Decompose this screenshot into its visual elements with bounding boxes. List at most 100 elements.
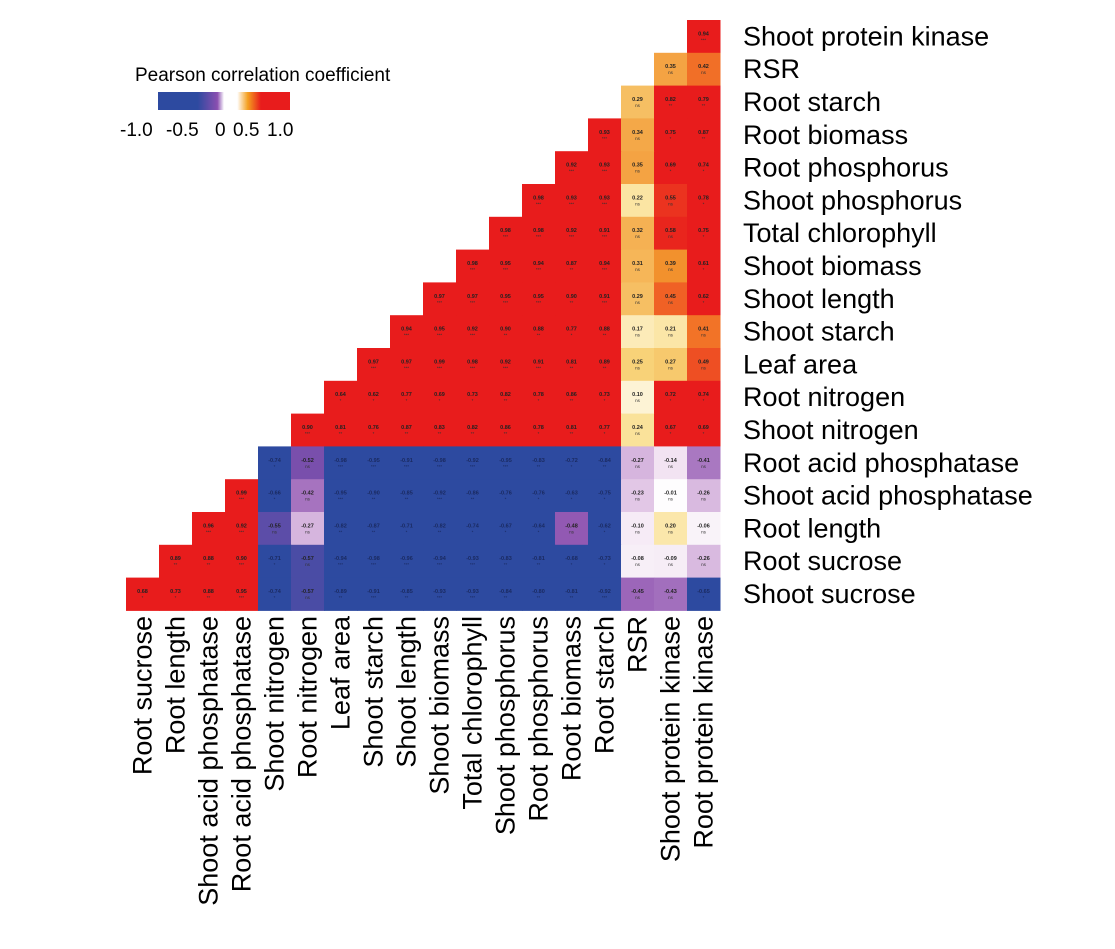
- heatmap-cell: [390, 446, 424, 480]
- cell-significance-label: ns: [701, 529, 707, 534]
- cell-value-label: 0.92: [467, 327, 478, 333]
- heatmap-cell: [555, 249, 589, 283]
- cell-value-label: -0.83: [499, 556, 512, 562]
- cell-value-label: -0.87: [367, 523, 380, 529]
- cell-value-label: 0.98: [533, 228, 544, 234]
- heatmap-cell: [357, 544, 391, 579]
- cell-value-label: -0.62: [598, 523, 611, 529]
- heatmap-cell: [159, 577, 193, 611]
- cell-value-label: -0.83: [532, 458, 545, 464]
- cell-significance-label: ***: [470, 464, 476, 469]
- row-label: Root starch: [743, 87, 881, 117]
- cell-value-label: 0.95: [236, 589, 247, 595]
- cell-value-label: 0.88: [533, 327, 544, 333]
- heatmap-cell: [357, 577, 391, 611]
- cell-value-label: 0.20: [665, 523, 676, 529]
- heatmap-cell: [621, 184, 655, 218]
- cell-value-label: -0.63: [565, 491, 578, 497]
- cell-value-label: 0.95: [500, 294, 511, 300]
- heatmap-cell: [588, 512, 622, 546]
- cell-value-label: -0.75: [598, 491, 611, 497]
- cell-significance-label: ns: [272, 529, 278, 534]
- cell-value-label: 0.86: [566, 392, 577, 398]
- cell-significance-label: ***: [503, 365, 509, 370]
- heatmap-cell: [555, 479, 589, 513]
- heatmap-cell: [654, 348, 688, 382]
- cell-value-label: -0.91: [400, 458, 413, 464]
- cell-value-label: 0.49: [698, 359, 709, 365]
- column-label: Root nitrogen: [293, 616, 323, 778]
- cell-significance-label: ***: [404, 562, 410, 567]
- cell-significance-label: ***: [239, 562, 245, 567]
- column-label: RSR: [623, 616, 653, 673]
- cell-value-label: 0.77: [401, 392, 412, 398]
- cell-significance-label: ns: [701, 562, 707, 567]
- cell-significance-label: ns: [635, 300, 641, 305]
- heatmap-cell: [456, 380, 490, 415]
- cell-significance-label: **: [471, 431, 475, 436]
- cell-significance-label: *: [538, 497, 540, 502]
- cell-value-label: 0.90: [500, 327, 511, 333]
- cell-value-label: 0.17: [632, 327, 643, 333]
- heatmap-cell: [423, 413, 457, 447]
- heatmap-cell: [588, 577, 622, 611]
- cell-significance-label: ***: [437, 464, 443, 469]
- column-label: Shoot biomass: [425, 616, 455, 795]
- cell-significance-label: ns: [701, 333, 707, 338]
- heatmap-cell: [423, 544, 457, 579]
- heatmap-cell: [291, 512, 325, 546]
- cell-significance-label: ***: [503, 300, 509, 305]
- cell-value-label: 0.45: [665, 294, 676, 300]
- cell-value-label: -0.71: [400, 523, 413, 529]
- heatmap-cell: [456, 348, 490, 382]
- heatmap-cell: [357, 446, 391, 480]
- cell-value-label: -0.94: [433, 556, 446, 562]
- heatmap-cell: [390, 544, 424, 579]
- legend-tick: 0: [215, 120, 226, 141]
- cell-value-label: 0.31: [632, 261, 643, 267]
- heatmap-cell: [522, 249, 556, 283]
- cell-value-label: 0.67: [665, 425, 676, 431]
- heatmap-cell: [522, 479, 556, 513]
- cell-significance-label: ***: [602, 234, 608, 239]
- heatmap-cell: [555, 413, 589, 447]
- heatmap-cell: [588, 348, 622, 382]
- cell-significance-label: ***: [371, 365, 377, 370]
- heatmap-cell: [621, 282, 655, 316]
- heatmap-cell: [423, 577, 457, 611]
- cell-significance-label: ns: [668, 300, 674, 305]
- column-label: Root sucrose: [128, 616, 158, 775]
- cell-significance-label: *: [538, 431, 540, 436]
- cell-significance-label: *: [472, 398, 474, 403]
- row-label: Root sucrose: [743, 546, 902, 576]
- heatmap-cell: [357, 380, 391, 415]
- cell-value-label: 0.41: [698, 327, 709, 333]
- heatmap-cell: [687, 52, 721, 87]
- cell-significance-label: ns: [635, 497, 641, 502]
- cell-significance-label: ***: [470, 267, 476, 272]
- row-label: Shoot length: [743, 284, 895, 314]
- cell-value-label: 0.94: [599, 261, 611, 267]
- heatmap-cell: [225, 577, 259, 611]
- cell-value-label: 0.91: [599, 294, 610, 300]
- cell-significance-label: *: [670, 398, 672, 403]
- column-label: Shoot nitrogen: [260, 616, 290, 792]
- row-label: Shoot phosphorus: [743, 185, 962, 215]
- heatmap-cell: [390, 512, 424, 546]
- heatmap-cell: [621, 151, 655, 185]
- cell-significance-label: ns: [635, 562, 641, 567]
- cell-value-label: 0.98: [467, 261, 478, 267]
- cell-significance-label: **: [570, 300, 574, 305]
- cell-significance-label: **: [537, 595, 541, 600]
- heatmap-cell: [456, 446, 490, 480]
- cell-value-label: -0.95: [499, 458, 512, 464]
- cell-significance-label: **: [339, 431, 343, 436]
- cell-significance-label: **: [174, 562, 178, 567]
- heatmap-cell: [621, 446, 655, 480]
- cell-significance-label: ***: [371, 595, 377, 600]
- cell-value-label: -0.14: [664, 458, 677, 464]
- cell-significance-label: *: [274, 562, 276, 567]
- heatmap-cell: [687, 479, 721, 513]
- heatmap-cell: [489, 216, 523, 251]
